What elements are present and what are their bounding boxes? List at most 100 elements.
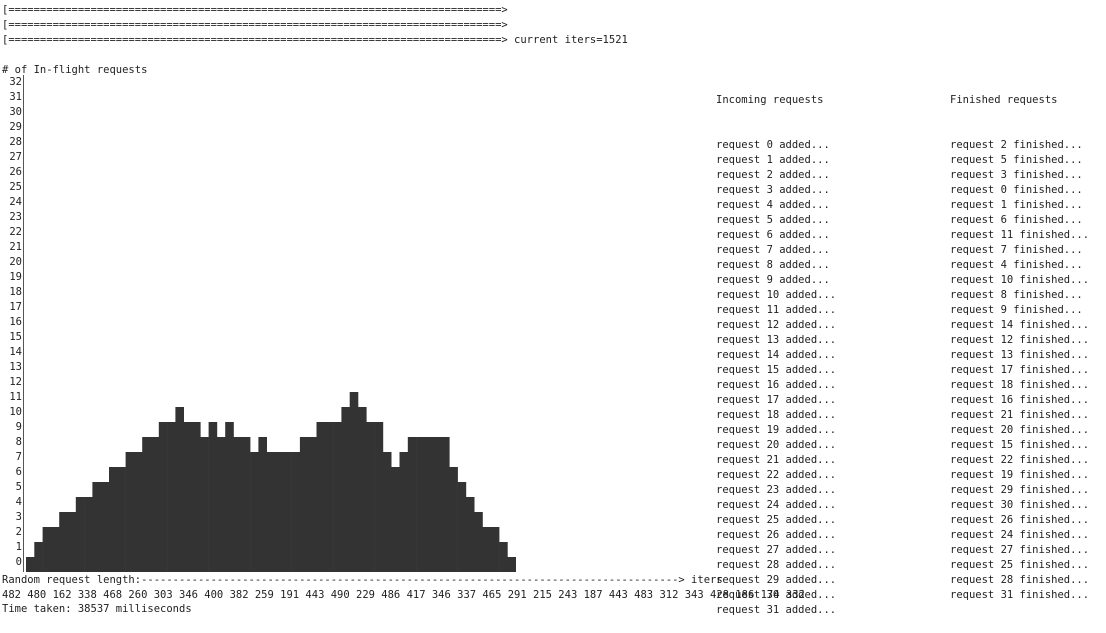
histogram-bar: [349, 392, 359, 572]
y-tick-label: 11: [9, 391, 22, 403]
y-tick-label: 9: [15, 421, 22, 433]
x-axis-label: Random request length:------------------…: [2, 574, 723, 586]
histogram-bar: [92, 482, 101, 572]
histogram-bar: [382, 452, 392, 572]
histogram-bar: [200, 437, 209, 572]
y-tick-label: 23: [9, 211, 22, 223]
histogram-bar: [441, 437, 450, 572]
finished-request-item: request 27 finished...: [950, 544, 1090, 556]
finished-header: Finished requests: [950, 94, 1058, 106]
incoming-request-item: request 26 added...: [716, 529, 837, 541]
incoming-header: Incoming requests: [716, 94, 824, 106]
y-tick-label: 15: [9, 331, 22, 343]
finished-request-item: request 19 finished...: [950, 469, 1090, 481]
incoming-request-item: request 17 added...: [716, 394, 837, 406]
histogram-bar: [241, 437, 251, 572]
y-tick-label: 31: [9, 91, 22, 103]
y-tick-label: 1: [15, 541, 22, 553]
y-tick-label: 8: [15, 436, 22, 448]
histogram-bar: [192, 422, 201, 572]
progress-line-2: [=======================================…: [2, 19, 508, 31]
y-tick-label: 0: [15, 556, 22, 568]
incoming-request-item: request 12 added...: [716, 319, 837, 331]
incoming-request-item: request 25 added...: [716, 514, 837, 526]
incoming-request-item: request 23 added...: [716, 484, 837, 496]
incoming-request-item: request 21 added...: [716, 454, 837, 466]
finished-request-item: request 3 finished...: [950, 169, 1083, 181]
finished-request-item: request 29 finished...: [950, 484, 1090, 496]
y-tick-label: 10: [9, 406, 22, 418]
histogram-bar: [465, 497, 475, 572]
histogram-bar: [258, 437, 267, 572]
finished-request-item: request 26 finished...: [950, 514, 1090, 526]
y-axis-line: [23, 75, 24, 572]
incoming-request-item: request 6 added...: [716, 229, 830, 241]
histogram-bar: [308, 437, 317, 572]
y-tick-label: 22: [9, 226, 22, 238]
incoming-request-item: request 13 added...: [716, 334, 837, 346]
progress-line-3: [=======================================…: [2, 34, 628, 46]
histogram-bar: [275, 452, 284, 572]
incoming-request-item: request 0 added...: [716, 139, 830, 151]
incoming-request-item: request 11 added...: [716, 304, 837, 316]
histogram-bar: [490, 527, 500, 572]
y-tick-label: 29: [9, 121, 22, 133]
incoming-request-item: request 22 added...: [716, 469, 837, 481]
y-tick-label: 18: [9, 286, 22, 298]
finished-request-item: request 11 finished...: [950, 229, 1090, 241]
incoming-request-item: request 20 added...: [716, 439, 837, 451]
histogram-bar: [391, 467, 400, 572]
histogram-bar: [67, 512, 77, 572]
histogram-bar: [233, 437, 243, 572]
finished-request-item: request 5 finished...: [950, 154, 1083, 166]
finished-request-item: request 7 finished...: [950, 244, 1083, 256]
histogram-bar: [175, 407, 184, 572]
incoming-request-item: request 3 added...: [716, 184, 830, 196]
y-tick-label: 30: [9, 106, 22, 118]
finished-request-item: request 22 finished...: [950, 454, 1090, 466]
incoming-request-item: request 24 added...: [716, 499, 837, 511]
progress-line-1: [=======================================…: [2, 4, 508, 16]
incoming-request-item: request 5 added...: [716, 214, 830, 226]
histogram-bar: [100, 482, 110, 572]
incoming-request-item: request 9 added...: [716, 274, 830, 286]
finished-request-item: request 2 finished...: [950, 139, 1083, 151]
histogram-bar: [432, 437, 442, 572]
incoming-request-item: request 8 added...: [716, 259, 830, 271]
finished-request-item: request 14 finished...: [950, 319, 1090, 331]
y-tick-label: 4: [15, 496, 22, 508]
histogram-bar: [208, 422, 218, 572]
incoming-request-item: request 30 added...: [716, 589, 837, 601]
incoming-request-item: request 31 added...: [716, 604, 837, 616]
histogram-bar: [407, 437, 417, 572]
histogram-bar: [75, 497, 85, 572]
finished-request-item: request 1 finished...: [950, 199, 1083, 211]
y-tick-label: 3: [15, 511, 22, 523]
histogram-bar: [291, 452, 301, 572]
chart-title: # of In-flight requests: [2, 64, 148, 76]
incoming-request-item: request 19 added...: [716, 424, 837, 436]
histogram-bar: [482, 527, 492, 572]
histogram-bar: [449, 467, 458, 572]
finished-request-item: request 20 finished...: [950, 424, 1090, 436]
y-tick-label: 25: [9, 181, 22, 193]
finished-request-item: request 16 finished...: [950, 394, 1090, 406]
histogram-bar: [358, 407, 367, 572]
histogram-bar: [424, 437, 433, 572]
incoming-request-item: request 16 added...: [716, 379, 837, 391]
histogram-bar: [117, 467, 126, 572]
finished-request-item: request 15 finished...: [950, 439, 1090, 451]
incoming-requests-column: Incoming requests request 0 added... requ…: [716, 63, 836, 633]
histogram-bar: [142, 437, 151, 572]
y-tick-label: 19: [9, 271, 22, 283]
y-tick-label: 26: [9, 166, 22, 178]
finished-request-item: request 4 finished...: [950, 259, 1083, 271]
y-tick-label: 13: [9, 361, 22, 373]
histogram-bar: [299, 437, 309, 572]
y-tick-label: 20: [9, 256, 22, 268]
incoming-request-item: request 7 added...: [716, 244, 830, 256]
histogram-bar: [50, 527, 60, 572]
y-tick-label: 21: [9, 241, 22, 253]
incoming-request-item: request 15 added...: [716, 364, 837, 376]
y-tick-label: 2: [15, 526, 22, 538]
